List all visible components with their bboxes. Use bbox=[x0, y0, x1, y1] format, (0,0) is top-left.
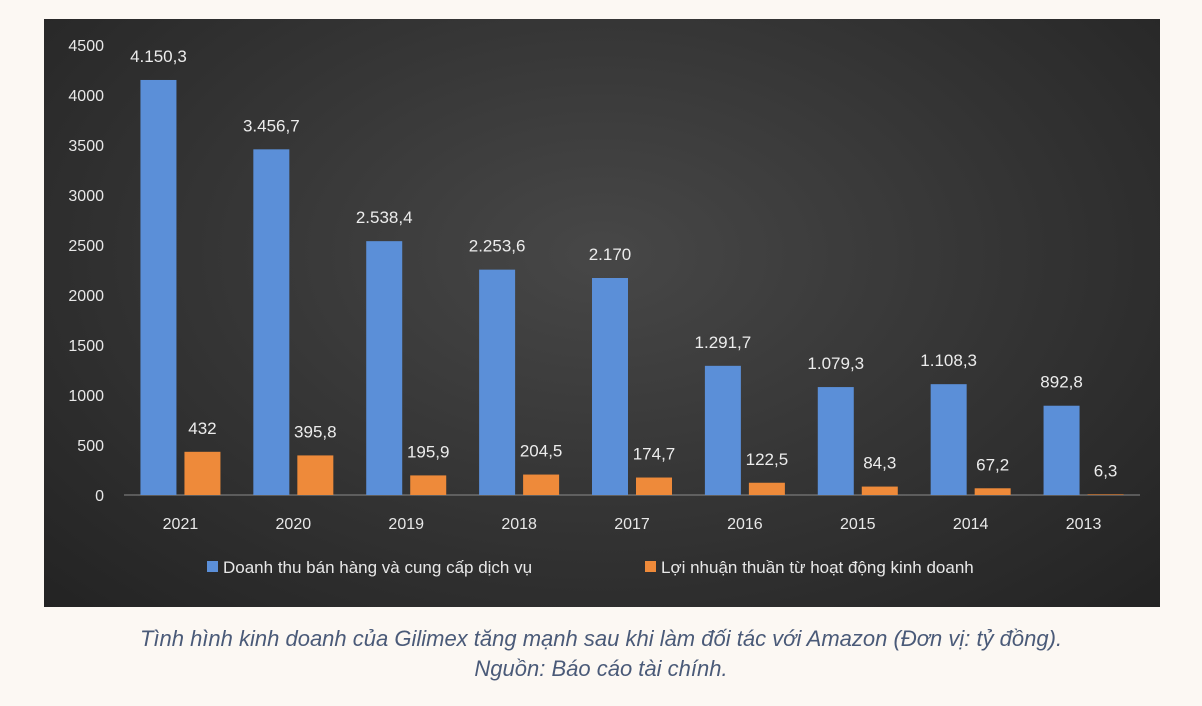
profit-bar bbox=[974, 488, 1011, 495]
y-tick-label: 1000 bbox=[68, 388, 104, 405]
legend-swatch-revenue bbox=[207, 561, 218, 572]
revenue-data-label: 3.456,7 bbox=[243, 116, 300, 135]
x-tick-label: 2014 bbox=[953, 516, 989, 533]
chart-caption: Tình hình kinh doanh của Gilimex tăng mạ… bbox=[0, 624, 1202, 684]
chart-panel: 0 500 1000 1500 2000 2500 3000 3500 4000 4500 4.15… bbox=[44, 19, 1160, 607]
x-tick-label: 2018 bbox=[501, 516, 537, 533]
y-tick-label: 3000 bbox=[68, 188, 104, 205]
revenue-bar bbox=[140, 79, 177, 495]
x-tick-label: 2021 bbox=[163, 516, 199, 533]
revenue-data-label: 2.170 bbox=[589, 245, 632, 264]
y-tick-label: 3500 bbox=[68, 138, 104, 155]
revenue-bar bbox=[253, 149, 290, 495]
y-tick-label: 4500 bbox=[68, 38, 104, 55]
profit-data-label: 84,3 bbox=[863, 454, 896, 473]
profit-data-label: 6,3 bbox=[1094, 461, 1118, 480]
y-tick-label: 500 bbox=[77, 438, 104, 455]
revenue-bar bbox=[479, 269, 516, 495]
profit-bar bbox=[861, 486, 898, 495]
profit-data-label: 204,5 bbox=[520, 442, 563, 461]
x-tick-label: 2015 bbox=[840, 516, 876, 533]
revenue-data-label: 4.150,3 bbox=[130, 47, 187, 66]
legend-label-profit: Lợi nhuận thuần từ hoạt động kinh doanh bbox=[661, 558, 974, 577]
legend-label-revenue: Doanh thu bán hàng và cung cấp dịch vụ bbox=[223, 558, 532, 577]
y-tick-label: 1500 bbox=[68, 338, 104, 355]
y-tick-label: 4000 bbox=[68, 88, 104, 105]
profit-bar bbox=[523, 474, 560, 495]
x-tick-label: 2016 bbox=[727, 516, 763, 533]
x-tick-label: 2013 bbox=[1066, 516, 1102, 533]
profit-data-label: 395,8 bbox=[294, 422, 337, 441]
revenue-data-label: 1.108,3 bbox=[920, 351, 977, 370]
y-tick-label: 2500 bbox=[68, 238, 104, 255]
y-tick-label: 2000 bbox=[68, 288, 104, 305]
profit-bar bbox=[748, 482, 785, 495]
revenue-bar bbox=[1043, 405, 1080, 495]
revenue-data-label: 2.253,6 bbox=[469, 237, 526, 256]
x-tick-label: 2017 bbox=[614, 516, 650, 533]
revenue-data-label: 1.291,7 bbox=[695, 333, 752, 352]
profit-bar bbox=[184, 451, 221, 495]
profit-bar bbox=[410, 475, 447, 495]
revenue-bar bbox=[704, 365, 741, 495]
revenue-data-label: 1.079,3 bbox=[807, 354, 864, 373]
bar-chart: 0 500 1000 1500 2000 2500 3000 3500 4000 4500 4.15… bbox=[68, 38, 1140, 577]
revenue-bar bbox=[817, 387, 854, 495]
profit-bar bbox=[1087, 494, 1124, 495]
profit-data-label: 432 bbox=[188, 419, 216, 438]
revenue-bar bbox=[930, 384, 967, 495]
profit-data-label: 122,5 bbox=[746, 450, 789, 469]
y-tick-label: 0 bbox=[95, 488, 104, 505]
profit-data-label: 174,7 bbox=[633, 445, 676, 464]
revenue-bar bbox=[592, 278, 628, 495]
profit-bar bbox=[636, 477, 672, 495]
legend-swatch-profit bbox=[645, 561, 656, 572]
x-tick-label: 2019 bbox=[388, 516, 424, 533]
caption-line-1: Tình hình kinh doanh của Gilimex tăng mạ… bbox=[139, 626, 1063, 651]
caption-line-2: Nguồn: Báo cáo tài chính. bbox=[474, 656, 728, 681]
revenue-data-label: 2.538,4 bbox=[356, 208, 413, 227]
profit-bar bbox=[297, 455, 334, 495]
revenue-bar bbox=[366, 241, 403, 495]
profit-data-label: 195,9 bbox=[407, 442, 450, 461]
x-tick-label: 2020 bbox=[276, 516, 312, 533]
revenue-data-label: 892,8 bbox=[1040, 373, 1083, 392]
profit-data-label: 67,2 bbox=[976, 455, 1009, 474]
